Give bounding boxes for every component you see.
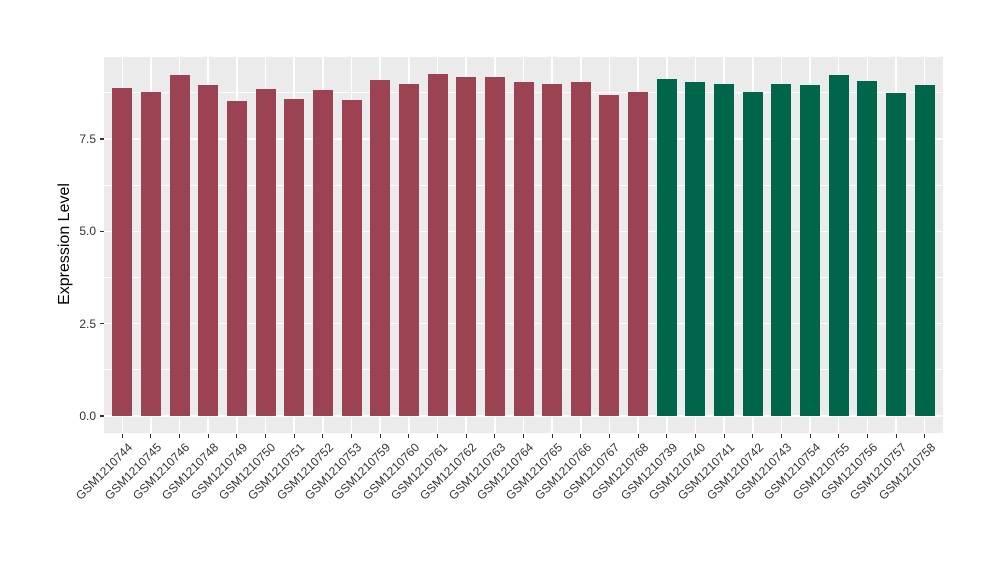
bar bbox=[398, 83, 419, 416]
bar bbox=[599, 95, 620, 416]
bar bbox=[714, 83, 735, 416]
y-axis-tick bbox=[99, 138, 104, 140]
x-axis-tick bbox=[694, 433, 697, 438]
x-axis-tick bbox=[551, 433, 553, 438]
bar bbox=[312, 89, 333, 416]
bar bbox=[628, 91, 649, 416]
x-axis-tick bbox=[924, 433, 926, 438]
bar bbox=[456, 77, 477, 416]
x-axis-tick bbox=[322, 433, 324, 438]
bar bbox=[542, 83, 563, 416]
bar bbox=[255, 88, 276, 416]
y-tick-label: 7.5 bbox=[79, 131, 96, 146]
x-axis-tick bbox=[121, 433, 123, 438]
y-axis-tick bbox=[99, 230, 104, 232]
x-axis-tick bbox=[580, 433, 582, 438]
bar bbox=[828, 75, 849, 416]
bar bbox=[226, 100, 247, 416]
x-axis-tick bbox=[264, 433, 267, 438]
y-tick-label: 5.0 bbox=[79, 224, 96, 239]
x-axis-tick bbox=[723, 433, 725, 438]
x-axis-tick bbox=[350, 433, 353, 438]
chart-panel bbox=[104, 57, 943, 433]
bar bbox=[886, 93, 907, 416]
x-axis-tick bbox=[408, 433, 410, 438]
x-axis-tick bbox=[207, 433, 209, 438]
bar bbox=[140, 91, 161, 416]
x-axis-tick bbox=[293, 433, 295, 438]
x-axis-tick bbox=[150, 433, 152, 438]
bar bbox=[370, 79, 391, 416]
bar bbox=[198, 85, 219, 416]
x-axis-tick bbox=[436, 433, 439, 438]
x-axis-tick bbox=[752, 433, 754, 438]
y-tick-label: 2.5 bbox=[79, 316, 96, 331]
y-axis-title: Expression Level bbox=[56, 183, 73, 305]
x-axis-tick bbox=[465, 433, 467, 438]
bar bbox=[914, 84, 935, 416]
bar bbox=[656, 78, 677, 416]
x-axis-tick bbox=[809, 433, 811, 438]
bar bbox=[742, 92, 763, 416]
x-axis-tick bbox=[608, 433, 611, 438]
bar bbox=[284, 98, 305, 416]
y-axis-tick bbox=[99, 323, 104, 325]
y-axis-tick bbox=[99, 415, 104, 417]
x-axis-tick bbox=[637, 433, 639, 438]
bar bbox=[341, 99, 362, 416]
x-axis-tick bbox=[780, 433, 783, 438]
bar bbox=[570, 81, 591, 416]
bar bbox=[427, 74, 448, 416]
y-tick-label: 0.0 bbox=[79, 409, 96, 423]
bar bbox=[484, 77, 505, 416]
bar bbox=[800, 85, 821, 416]
x-axis-tick bbox=[666, 433, 668, 438]
bar bbox=[857, 81, 878, 416]
x-axis-tick bbox=[236, 433, 238, 438]
x-axis-tick bbox=[866, 433, 869, 438]
x-axis-tick bbox=[522, 433, 525, 438]
bar bbox=[685, 82, 706, 416]
bar bbox=[169, 74, 190, 416]
x-axis-tick bbox=[895, 433, 897, 438]
bar bbox=[771, 83, 792, 416]
x-axis-tick bbox=[379, 433, 381, 438]
bar bbox=[513, 81, 534, 416]
bar bbox=[112, 88, 133, 416]
x-axis-tick bbox=[178, 433, 181, 438]
x-axis-tick bbox=[494, 433, 496, 438]
x-axis-tick bbox=[838, 433, 840, 438]
